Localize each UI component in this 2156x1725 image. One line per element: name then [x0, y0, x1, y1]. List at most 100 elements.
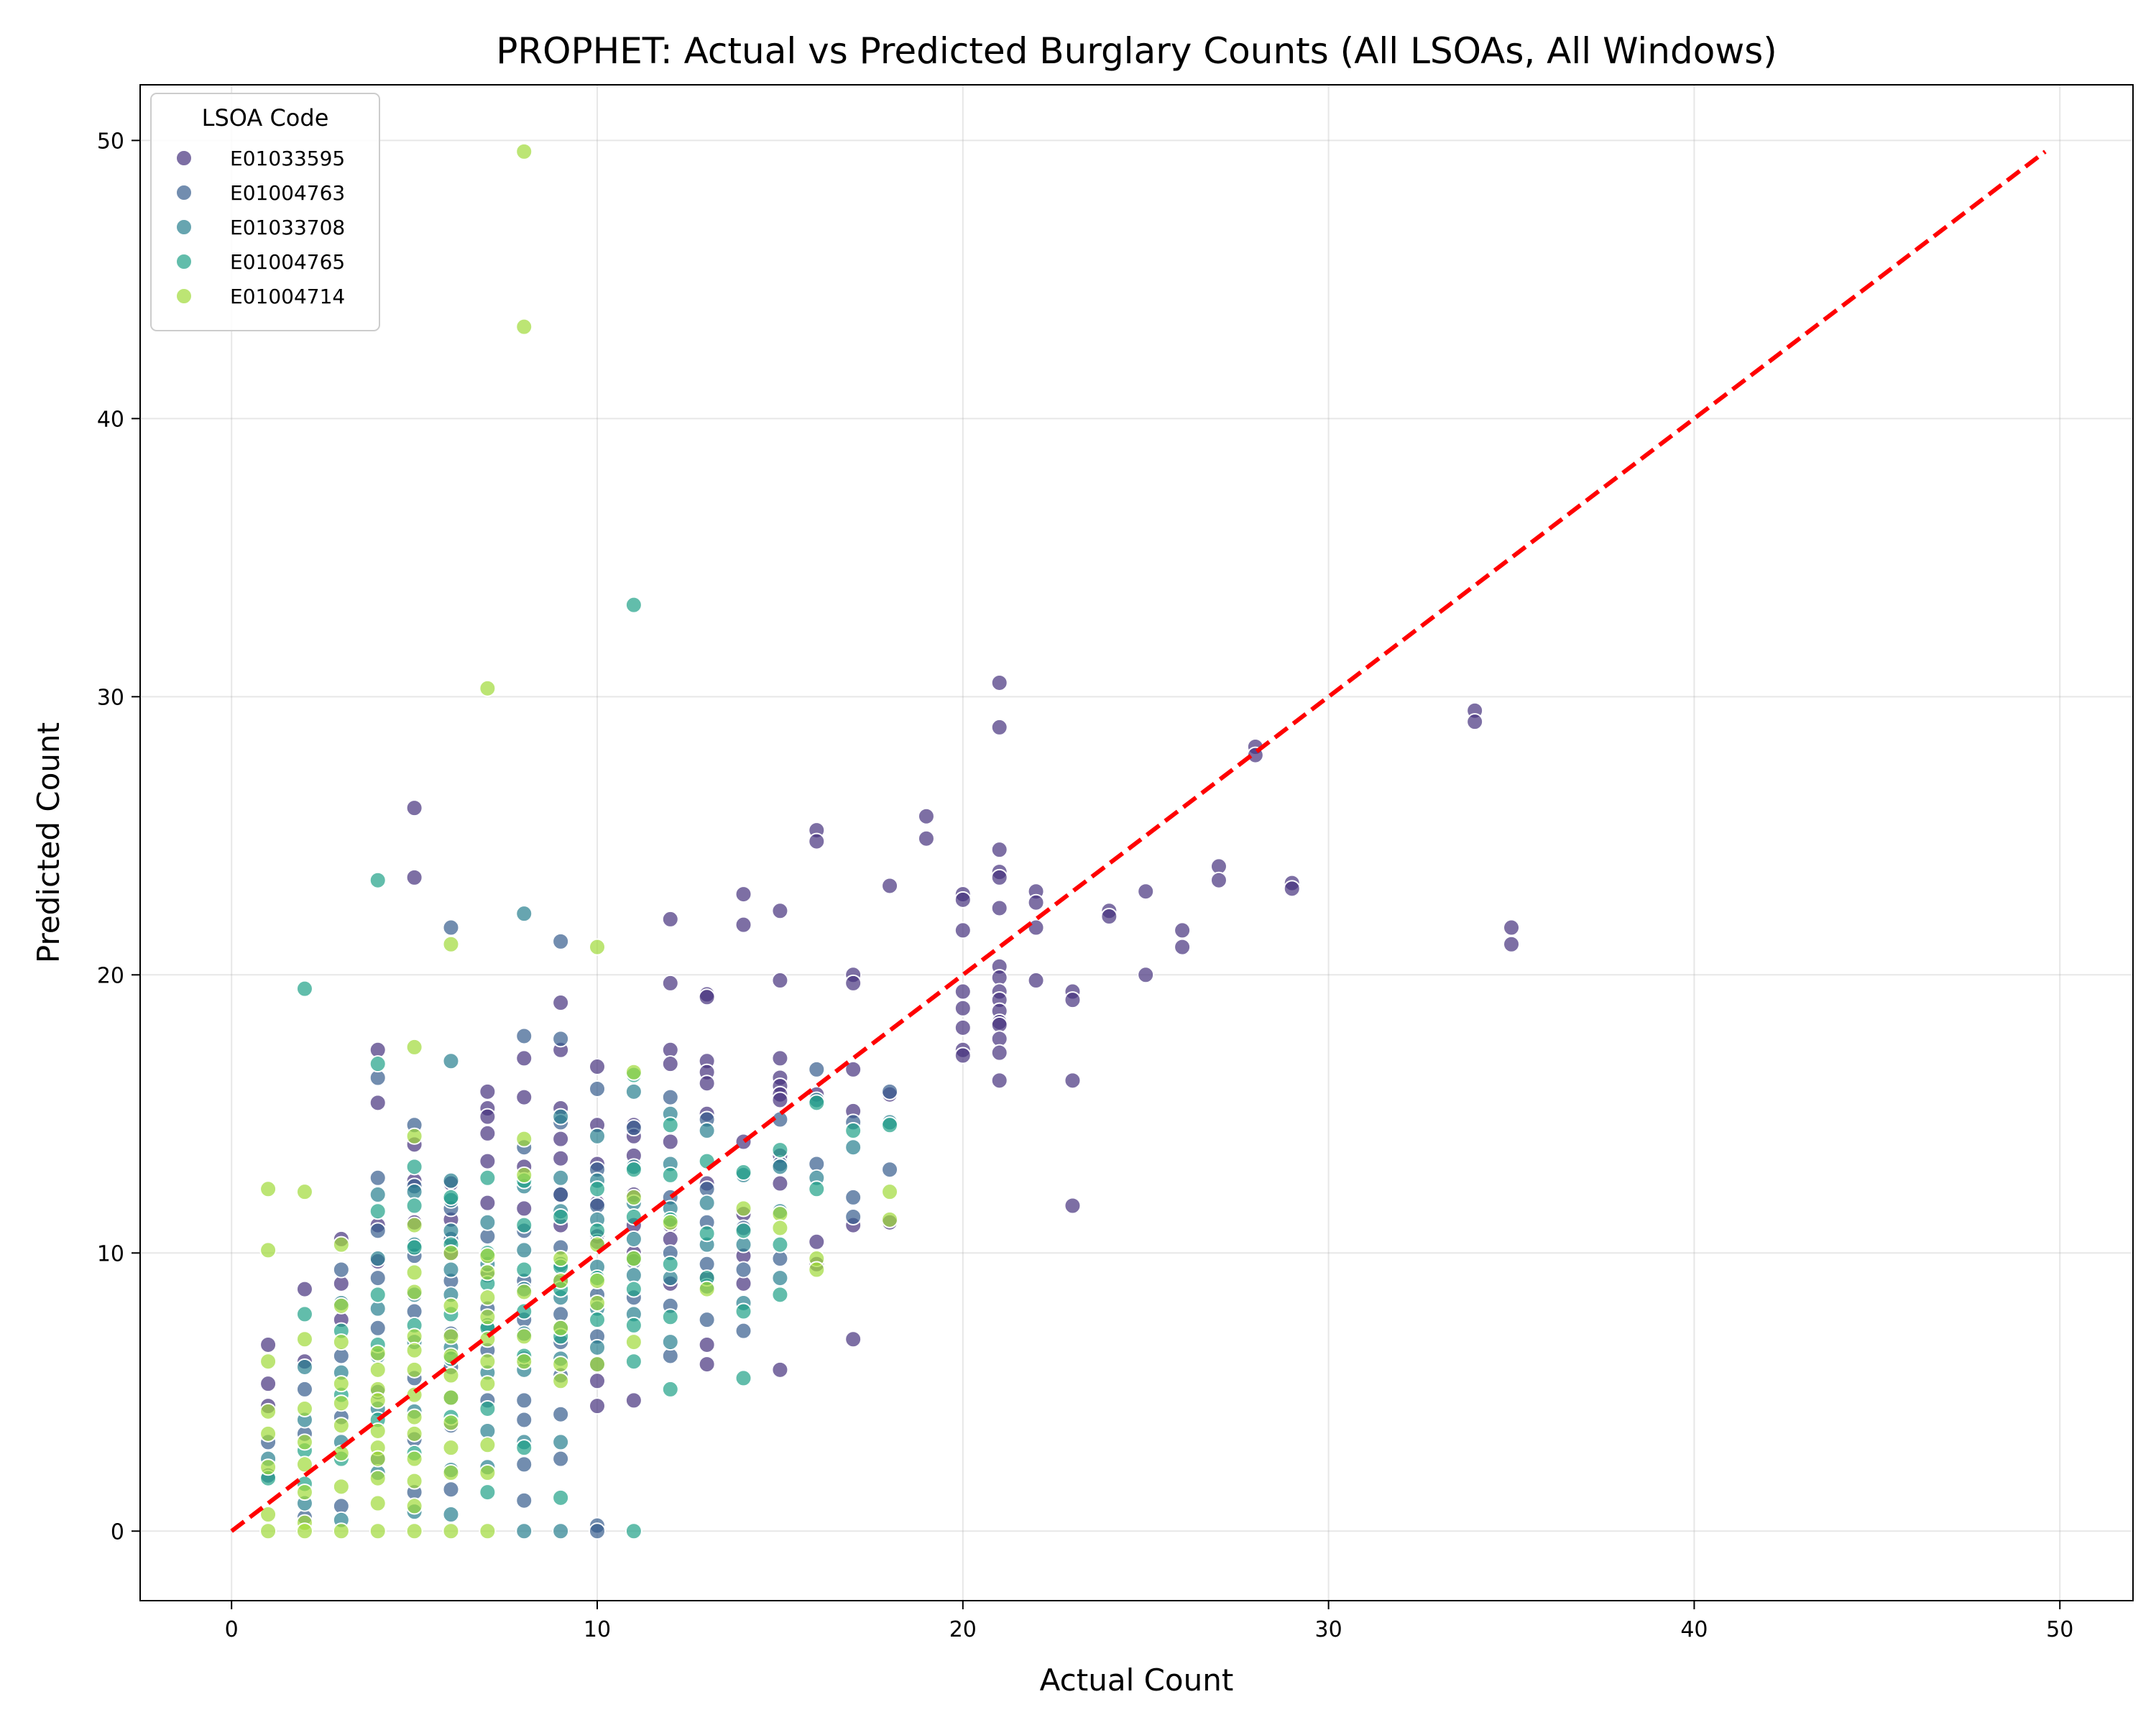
data-point — [698, 988, 716, 1006]
data-point — [954, 999, 972, 1017]
legend-title: LSOA Code — [202, 104, 329, 132]
data-point — [442, 919, 460, 937]
data-point — [771, 1269, 789, 1287]
data-point — [844, 974, 862, 992]
data-point — [1174, 921, 1192, 939]
data-point — [332, 1375, 350, 1393]
data-point — [442, 1366, 460, 1384]
data-point — [1064, 991, 1082, 1009]
data-point — [1027, 893, 1045, 911]
data-point — [625, 596, 642, 614]
data-point — [552, 1030, 570, 1048]
data-point — [990, 868, 1008, 886]
data-point — [552, 1405, 570, 1423]
data-point — [552, 1433, 570, 1451]
data-point — [405, 1158, 423, 1176]
data-point — [332, 1261, 350, 1279]
chart-title: PROPHET: Actual vs Predicted Burglary Co… — [496, 30, 1777, 72]
data-point — [479, 1213, 497, 1231]
data-point — [881, 1082, 899, 1100]
data-point — [479, 1375, 497, 1393]
data-point — [589, 1522, 607, 1540]
legend: LSOA Code E01033595 E01004763 E01033708 E010… — [150, 93, 380, 331]
data-point — [1283, 880, 1301, 898]
data-point — [369, 1055, 387, 1073]
data-point — [369, 1186, 387, 1204]
x-tick-label: 20 — [949, 1617, 977, 1642]
data-point — [259, 1402, 277, 1420]
data-point — [405, 1408, 423, 1426]
data-point — [552, 1372, 570, 1390]
data-point — [369, 1522, 387, 1540]
data-point — [1503, 919, 1521, 937]
data-point — [589, 1356, 607, 1374]
data-point — [808, 1233, 826, 1251]
data-point — [515, 1328, 533, 1346]
y-tick-label: 30 — [97, 685, 124, 710]
data-point — [589, 1058, 607, 1076]
data-point — [405, 1038, 423, 1056]
data-point — [442, 1052, 460, 1070]
data-point — [332, 1417, 350, 1435]
data-point — [589, 938, 607, 956]
data-point — [442, 1481, 460, 1499]
data-point — [515, 1439, 533, 1457]
data-point — [479, 1082, 497, 1100]
data-point — [881, 1161, 899, 1179]
data-point — [405, 868, 423, 886]
legend-marker — [175, 288, 193, 305]
data-point — [369, 1344, 387, 1362]
data-point — [917, 829, 935, 847]
data-point — [442, 1172, 460, 1190]
data-point — [552, 1522, 570, 1540]
data-point — [405, 1127, 423, 1145]
data-point — [698, 1356, 716, 1374]
data-point — [990, 899, 1008, 917]
data-point — [625, 1392, 642, 1409]
data-point — [405, 1197, 423, 1215]
data-point — [405, 1283, 423, 1301]
data-point — [954, 1018, 972, 1036]
data-point — [625, 1063, 642, 1081]
data-point — [990, 718, 1008, 736]
data-point — [332, 1478, 350, 1496]
data-point — [661, 1213, 679, 1231]
data-point — [698, 1075, 716, 1092]
data-point — [295, 1183, 313, 1201]
data-point — [515, 1455, 533, 1473]
data-point — [515, 1088, 533, 1106]
data-point — [625, 1522, 642, 1540]
data-point — [369, 1286, 387, 1304]
data-point — [479, 1169, 497, 1187]
data-point — [1503, 935, 1521, 953]
legend-label: E01033708 — [230, 216, 345, 239]
data-point — [479, 1152, 497, 1170]
data-point — [442, 1261, 460, 1279]
data-point — [552, 1489, 570, 1506]
data-point — [589, 1338, 607, 1356]
data-point — [589, 1180, 607, 1198]
data-point — [515, 905, 533, 923]
legend-label: E01004714 — [230, 285, 345, 308]
data-point — [844, 1330, 862, 1348]
data-point — [295, 1358, 313, 1376]
data-point — [589, 1294, 607, 1312]
data-point — [552, 1450, 570, 1468]
data-point — [661, 1055, 679, 1073]
data-point — [661, 974, 679, 992]
data-point — [808, 1180, 826, 1198]
data-point — [552, 1356, 570, 1374]
data-point — [295, 1305, 313, 1323]
data-point — [844, 1208, 862, 1225]
data-point — [442, 1506, 460, 1524]
x-tick-label: 50 — [2046, 1617, 2073, 1642]
data-point — [771, 1236, 789, 1254]
data-point — [479, 1108, 497, 1126]
legend-label: E01004765 — [230, 250, 345, 274]
data-point — [332, 1394, 350, 1412]
data-point — [954, 1046, 972, 1064]
data-point — [295, 1280, 313, 1298]
data-point — [1064, 1072, 1082, 1090]
data-point — [369, 1422, 387, 1440]
